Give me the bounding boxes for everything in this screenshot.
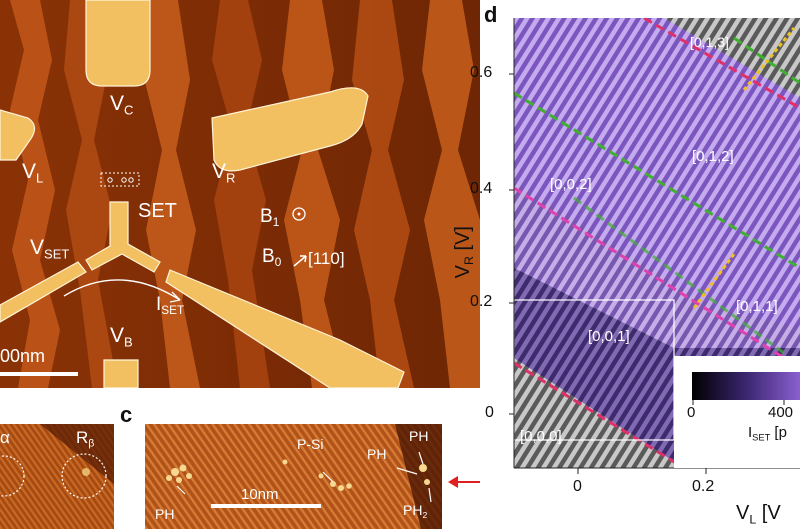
gate-vset xyxy=(85,201,161,273)
label-iset: ISET xyxy=(156,294,185,318)
label-ph-left: PH xyxy=(155,506,175,522)
label-set: SET xyxy=(138,200,177,222)
scalebar-c xyxy=(211,504,321,508)
region-011: [0,1,1] xyxy=(736,298,778,315)
scalebar-a xyxy=(0,372,78,376)
colorbar-tick-0: 0 xyxy=(687,404,696,421)
red-arrow-icon xyxy=(448,476,480,488)
r-alpha-circle xyxy=(0,455,25,497)
label-psi: P-Si xyxy=(297,436,324,452)
gate-vb xyxy=(103,359,139,388)
panel-c-letter: c xyxy=(120,402,133,427)
x-tick-0: 0 xyxy=(573,478,582,495)
lead-right xyxy=(165,269,405,388)
label-r-alpha: α xyxy=(0,428,10,447)
region-000: [0,0,0] xyxy=(520,428,562,445)
colorbar-gradient xyxy=(692,372,800,400)
region-013: [0,1,3] xyxy=(690,34,729,50)
region-002: [0,0,2] xyxy=(550,176,592,193)
r-beta-circle xyxy=(61,453,107,499)
gate-vl xyxy=(0,109,36,161)
region-001: [0,0,1] xyxy=(588,328,630,345)
y-axis-label: VR [V] xyxy=(451,226,477,279)
b1-symbol xyxy=(292,207,306,221)
label-b1: B1 xyxy=(260,206,280,230)
y-tick-0: 0 xyxy=(485,404,494,421)
panel-d-letter: d xyxy=(484,2,498,27)
label-ph2: PH2 xyxy=(403,502,428,521)
x-axis xyxy=(514,467,800,474)
label-vr: VR xyxy=(212,160,236,186)
label-r-beta: Rβ xyxy=(76,428,95,450)
x-tick-0.2: 0.2 xyxy=(692,478,715,495)
lead-left xyxy=(0,261,87,323)
label-ph-mid: PH xyxy=(367,446,387,462)
gate-vc xyxy=(85,0,151,87)
colorbar-tick-400: 400 xyxy=(768,404,794,421)
y-tick-0.6: 0.6 xyxy=(470,64,493,81)
dopant-box xyxy=(100,172,140,187)
label-direction: [110] xyxy=(308,249,345,268)
stm-topography xyxy=(0,0,480,388)
region-012: [0,1,2] xyxy=(692,148,734,165)
current-arrow xyxy=(63,279,181,301)
label-b0: B0 xyxy=(262,246,282,270)
panel-b-image: α Rβ xyxy=(0,424,114,529)
colorbar-label: ISET [p xyxy=(748,424,787,443)
y-tick-0.2: 0.2 xyxy=(470,293,493,310)
panel-c-image: PH P-Si PH PH PH2 10nm xyxy=(145,424,442,529)
panel-a-stm-image: VC VL VR SET VSET ISET B1 B0 [110] VB 00… xyxy=(0,0,480,388)
scalebar-a-label: 00nm xyxy=(0,346,46,366)
y-tick-0.4: 0.4 xyxy=(470,180,493,197)
x-axis-label: VL [V xyxy=(736,502,781,527)
label-vset: VSET xyxy=(30,236,70,262)
label-vb: VB xyxy=(110,324,133,350)
y-axis xyxy=(509,18,515,468)
label-vl: VL xyxy=(22,160,44,186)
label-ph-top: PH xyxy=(409,428,429,444)
gate-vr xyxy=(211,87,369,172)
label-vc: VC xyxy=(110,92,134,118)
scalebar-c-label: 10nm xyxy=(241,486,279,503)
